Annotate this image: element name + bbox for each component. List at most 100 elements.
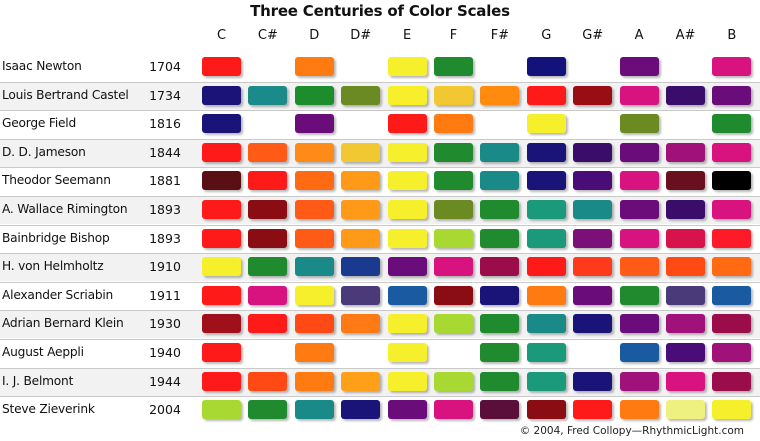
color-swatch	[387, 228, 427, 248]
composer-name: A. Wallace Rimington	[2, 202, 128, 216]
color-swatch	[480, 85, 520, 105]
color-swatch	[248, 142, 288, 162]
color-swatch	[434, 171, 473, 191]
color-swatch	[619, 142, 659, 162]
row-divider	[0, 138, 760, 140]
color-swatch	[202, 314, 241, 334]
row-divider	[0, 281, 760, 283]
color-swatch	[526, 257, 566, 277]
composer-name: I. J. Belmont	[2, 373, 74, 388]
note-header: G#	[582, 28, 604, 43]
color-swatch	[666, 85, 705, 105]
color-swatch	[294, 257, 334, 277]
color-swatch	[712, 142, 752, 162]
color-swatch	[712, 57, 752, 76]
color-swatch	[526, 371, 566, 391]
row-divider	[0, 253, 760, 255]
color-swatch	[248, 228, 288, 248]
color-swatch	[573, 400, 613, 420]
color-swatch	[480, 371, 520, 391]
scale-year: 1844	[149, 144, 181, 160]
color-swatch	[480, 142, 520, 162]
note-header: F	[449, 28, 458, 43]
color-swatch	[666, 285, 705, 305]
color-swatch	[202, 114, 241, 134]
color-swatch	[619, 257, 659, 277]
scale-year: 1704	[149, 59, 181, 74]
color-swatch	[480, 314, 520, 334]
color-swatch	[341, 171, 381, 191]
color-swatch	[202, 285, 241, 305]
composer-name: Louis Bertrand Castel	[2, 87, 129, 102]
color-swatch	[712, 114, 752, 134]
color-swatch	[294, 171, 334, 191]
color-swatch	[666, 371, 705, 391]
color-swatch	[619, 200, 659, 219]
color-swatch	[434, 200, 473, 219]
note-header: D#	[350, 28, 372, 43]
color-swatch	[526, 85, 566, 105]
note-header: A#	[675, 28, 696, 43]
color-swatch	[294, 371, 334, 391]
note-header: F#	[490, 28, 510, 43]
color-swatch	[573, 314, 613, 334]
color-swatch	[202, 171, 241, 191]
color-swatch	[202, 200, 241, 219]
color-swatch	[666, 400, 705, 420]
note-header: A	[634, 28, 644, 43]
color-swatch	[480, 400, 520, 420]
composer-name: H. von Helmholtz	[2, 259, 104, 274]
color-swatch	[526, 400, 566, 420]
color-swatch	[434, 314, 473, 334]
color-swatch	[666, 171, 705, 191]
color-swatch	[712, 400, 752, 420]
composer-name: Steve Zieverink	[2, 402, 95, 417]
color-swatch	[434, 371, 473, 391]
color-swatch	[666, 314, 705, 334]
color-swatch	[434, 228, 473, 248]
color-swatch	[341, 257, 381, 277]
composer-name: Theodor Seemann	[2, 173, 111, 188]
color-swatch	[294, 142, 334, 162]
color-swatch	[480, 200, 520, 219]
color-swatch	[480, 228, 520, 248]
color-swatch	[712, 343, 752, 362]
credit-text: © 2004, Fred Collopy—RhythmicLight.com	[519, 425, 744, 437]
color-swatch	[619, 400, 659, 420]
color-swatch	[526, 314, 566, 334]
color-swatch	[666, 257, 705, 277]
note-header: C	[216, 28, 227, 43]
note-header: G	[541, 28, 552, 43]
color-swatch	[387, 257, 427, 277]
color-swatch	[341, 371, 381, 391]
color-swatch	[526, 285, 566, 305]
color-swatch	[341, 285, 381, 305]
color-swatch	[434, 285, 473, 305]
color-swatch	[294, 200, 334, 219]
chart-title: Three Centuries of Color Scales	[250, 2, 510, 20]
color-swatch	[434, 257, 473, 277]
color-swatch	[387, 285, 427, 305]
color-swatch	[480, 343, 520, 362]
color-swatch	[387, 400, 427, 420]
note-header: E	[402, 28, 412, 43]
color-swatch	[387, 200, 427, 219]
color-swatch	[341, 228, 381, 248]
color-swatch	[387, 371, 427, 391]
color-swatch	[434, 142, 473, 162]
color-swatch	[573, 371, 613, 391]
composer-name: August Aeppli	[2, 345, 84, 359]
color-swatch	[387, 171, 427, 191]
color-swatch	[248, 257, 288, 277]
color-swatch	[573, 85, 613, 105]
color-swatch	[341, 85, 381, 105]
color-swatch	[619, 171, 659, 191]
row-divider	[0, 367, 760, 369]
color-swatch	[341, 314, 381, 334]
scale-year: 1893	[149, 202, 181, 217]
color-swatch	[387, 114, 427, 134]
color-swatch	[619, 343, 659, 362]
color-swatch	[666, 228, 705, 248]
color-swatch	[712, 285, 752, 305]
row-divider	[0, 339, 760, 340]
